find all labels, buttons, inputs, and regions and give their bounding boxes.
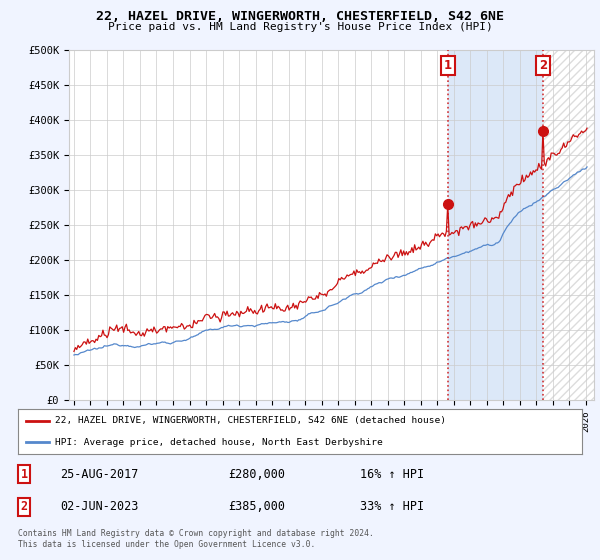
Bar (448, 50, 543, 400)
Text: 25-AUG-2017: 25-AUG-2017 (60, 468, 139, 481)
Text: Price paid vs. HM Land Registry's House Price Index (HPI): Price paid vs. HM Land Registry's House … (107, 22, 493, 32)
Bar (543, 50, 595, 400)
Text: 2: 2 (539, 59, 547, 72)
Text: £385,000: £385,000 (228, 500, 285, 514)
Text: 16% ↑ HPI: 16% ↑ HPI (360, 468, 424, 481)
Text: 1: 1 (443, 59, 452, 72)
Text: 1: 1 (20, 468, 28, 481)
Text: 02-JUN-2023: 02-JUN-2023 (60, 500, 139, 514)
Bar (543, 50, 595, 400)
Text: HPI: Average price, detached house, North East Derbyshire: HPI: Average price, detached house, Nort… (55, 438, 382, 447)
Text: 22, HAZEL DRIVE, WINGERWORTH, CHESTERFIELD, S42 6NE: 22, HAZEL DRIVE, WINGERWORTH, CHESTERFIE… (96, 10, 504, 23)
Text: 33% ↑ HPI: 33% ↑ HPI (360, 500, 424, 514)
Text: 2: 2 (20, 500, 28, 514)
Text: Contains HM Land Registry data © Crown copyright and database right 2024.
This d: Contains HM Land Registry data © Crown c… (18, 529, 374, 549)
Text: £280,000: £280,000 (228, 468, 285, 481)
Text: 22, HAZEL DRIVE, WINGERWORTH, CHESTERFIELD, S42 6NE (detached house): 22, HAZEL DRIVE, WINGERWORTH, CHESTERFIE… (55, 417, 446, 426)
